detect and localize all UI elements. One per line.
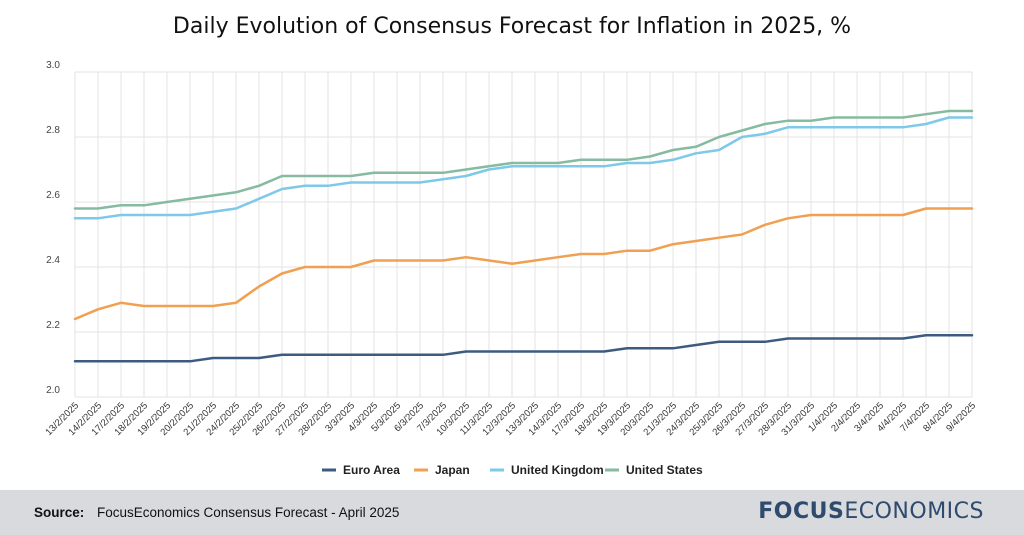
legend-label-united-states: United States [626, 463, 703, 477]
logo-economics: ECONOMICS [844, 499, 984, 524]
series-line-united-kingdom [73, 116, 974, 220]
y-tick-label: 2.2 [46, 320, 60, 331]
y-tick-label: 2.8 [46, 125, 60, 136]
source-label: Source: [34, 505, 85, 520]
legend-label-united-kingdom: United Kingdom [511, 463, 604, 477]
series-line-united-states [73, 109, 974, 210]
series-line-japan [73, 207, 974, 321]
y-tick-label: 2.0 [46, 385, 60, 396]
y-tick-label: 2.6 [46, 190, 60, 201]
source-text: FocusEconomics Consensus Forecast - Apri… [97, 505, 400, 520]
footer-bar: Source: FocusEconomics Consensus Forecas… [0, 490, 1024, 535]
chart-title: Daily Evolution of Consensus Forecast fo… [172, 14, 852, 39]
legend-label-euro-area: Euro Area [343, 463, 400, 477]
y-tick-label: 3.0 [46, 60, 60, 71]
line-chart: 2.02.22.42.62.83.013/2/202514/2/202517/2… [43, 60, 978, 477]
logo-focus: FOCUS [758, 499, 845, 524]
legend-label-japan: Japan [435, 463, 470, 477]
focuseconomics-logo: FOCUSECONOMICS [758, 499, 984, 524]
series-line-euro-area [73, 334, 974, 363]
y-tick-label: 2.4 [46, 255, 60, 266]
